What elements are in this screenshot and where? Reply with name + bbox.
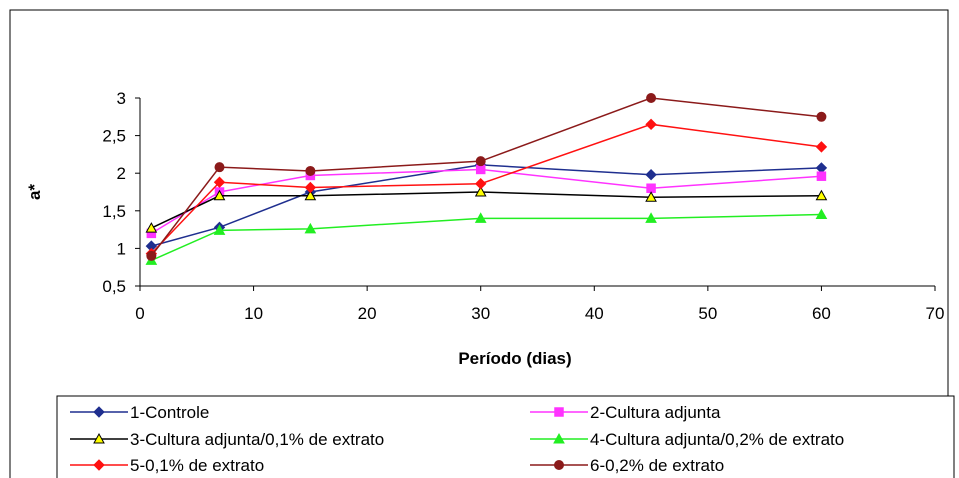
x-axis-title: Período (dias) [458, 349, 571, 368]
legend: 1-Controle 2-Cultura adjunta 3-Cultura adj… [56, 395, 955, 478]
legend-box [56, 395, 955, 478]
data-point [304, 189, 317, 201]
series-line [150, 97, 822, 257]
data-point [474, 185, 487, 197]
data-point [146, 250, 157, 261]
data-point [475, 156, 486, 167]
data-point [645, 212, 657, 223]
x-tick-label: 20 [358, 304, 377, 323]
y-axis-ticks: 0,5 1 1,5 2 2,5 3 [102, 89, 140, 296]
series-line [151, 213, 822, 262]
series-line [150, 168, 822, 235]
y-tick-label: 3 [117, 89, 126, 108]
x-axis-ticks: 0 10 20 30 40 50 60 70 [135, 286, 944, 323]
data-point [304, 181, 317, 194]
x-tick-label: 0 [135, 304, 144, 323]
y-tick-label: 2,5 [102, 127, 126, 146]
data-point [213, 176, 226, 188]
legend-marker [554, 407, 564, 417]
series-layer [145, 93, 828, 265]
data-point [645, 118, 657, 131]
y-tick-label: 1,5 [102, 202, 126, 221]
data-point [145, 222, 158, 233]
legend-label: 1-Controle [130, 403, 209, 422]
y-tick-label: 2 [117, 164, 126, 183]
y-tick-label: 1 [117, 239, 126, 258]
data-point [305, 165, 316, 176]
legend-marker [553, 432, 565, 444]
legend-item: 2-Cultura adjunta [530, 403, 721, 422]
data-point [213, 189, 226, 201]
legend-label: 5-0,1% de extrato [130, 456, 264, 475]
data-point [645, 168, 657, 181]
legend-label: 3-Cultura adjunta/0,1% de extrato [130, 430, 384, 449]
x-tick-label: 40 [585, 304, 604, 323]
data-point [474, 212, 487, 223]
x-tick-label: 60 [812, 304, 831, 323]
series-6 [146, 93, 827, 261]
legend-marker [554, 460, 564, 470]
legend-label: 4-Cultura adjunta/0,2% de extrato [590, 430, 844, 449]
x-tick-label: 70 [926, 304, 945, 323]
series-line [151, 191, 822, 229]
data-point [213, 224, 226, 235]
legend-item: 6-0,2% de extrato [530, 456, 724, 475]
data-point [646, 93, 657, 103]
y-tick-label: 0,5 [102, 277, 126, 296]
y-axis-title: a* [25, 184, 44, 200]
data-point [815, 208, 828, 220]
data-point [214, 162, 225, 173]
data-point [815, 189, 828, 201]
series-3 [145, 185, 828, 233]
data-point [646, 183, 656, 193]
x-tick-label: 10 [244, 304, 263, 323]
legend-label: 2-Cultura adjunta [590, 403, 721, 422]
legend-item: 4-Cultura adjunta/0,2% de extrato [530, 430, 844, 449]
legend-marker [93, 406, 105, 418]
plot-area [139, 98, 935, 287]
series-line [150, 123, 822, 255]
legend-marker [93, 432, 105, 444]
legend-marker [93, 459, 105, 471]
legend-label: 6-0,2% de extrato [590, 456, 724, 475]
x-tick-label: 30 [471, 304, 490, 323]
data-point [475, 178, 487, 190]
legend-item: 1-Controle [70, 403, 209, 422]
series-line [151, 164, 822, 247]
data-point [816, 171, 827, 181]
data-point [816, 111, 827, 122]
legend-item: 5-0,1% de extrato [70, 456, 264, 475]
series-4 [145, 208, 828, 265]
data-point [304, 222, 317, 234]
data-point [815, 141, 828, 153]
x-tick-label: 50 [698, 304, 717, 323]
data-point [645, 191, 657, 202]
data-point [475, 164, 486, 175]
legend-item: 3-Cultura adjunta/0,1% de extrato [70, 430, 384, 449]
